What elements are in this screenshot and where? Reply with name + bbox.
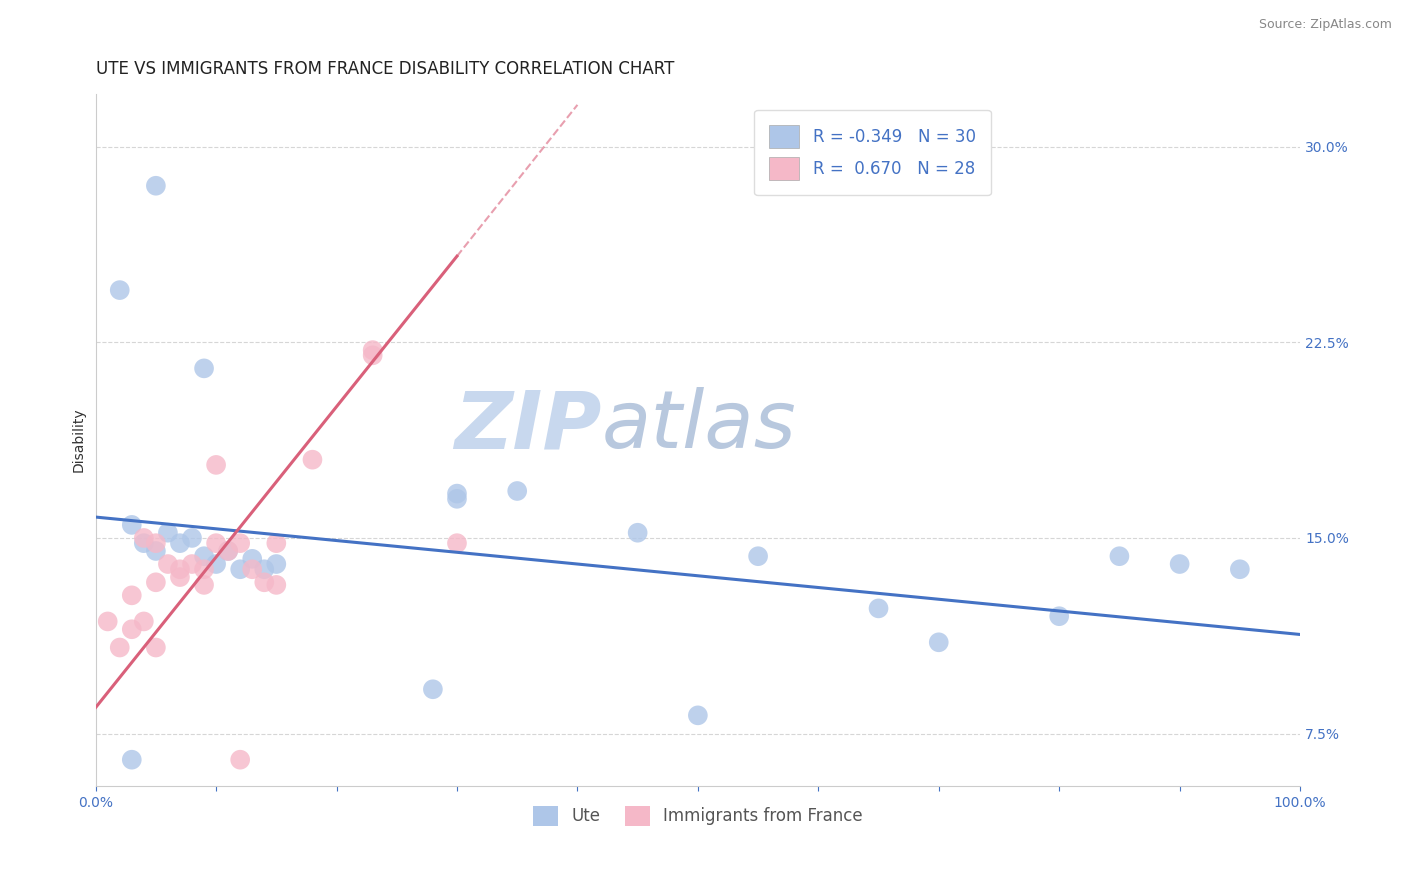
- Point: [193, 562, 215, 576]
- Point: [1168, 557, 1191, 571]
- Point: [240, 551, 263, 566]
- Point: [108, 640, 131, 655]
- Y-axis label: Disability: Disability: [72, 408, 86, 473]
- Point: [627, 525, 650, 540]
- Text: UTE VS IMMIGRANTS FROM FRANCE DISABILITY CORRELATION CHART: UTE VS IMMIGRANTS FROM FRANCE DISABILITY…: [96, 60, 673, 78]
- Point: [446, 536, 468, 550]
- Point: [266, 578, 288, 592]
- Point: [121, 588, 143, 602]
- Point: [1108, 549, 1130, 564]
- Point: [266, 536, 288, 550]
- Legend: Ute, Immigrants from France: Ute, Immigrants from France: [526, 799, 870, 833]
- Point: [361, 343, 384, 357]
- Point: [205, 536, 228, 550]
- Point: [446, 491, 468, 506]
- Point: [1229, 562, 1251, 576]
- Point: [229, 536, 252, 550]
- Point: [132, 531, 155, 545]
- Point: [145, 536, 167, 550]
- Point: [253, 575, 276, 590]
- Point: [301, 452, 323, 467]
- Point: [229, 753, 252, 767]
- Point: [145, 640, 167, 655]
- Point: [361, 348, 384, 362]
- Point: [145, 178, 167, 193]
- Point: [145, 544, 167, 558]
- Text: atlas: atlas: [602, 387, 796, 466]
- Point: [747, 549, 769, 564]
- Point: [868, 601, 890, 615]
- Text: Source: ZipAtlas.com: Source: ZipAtlas.com: [1258, 18, 1392, 31]
- Point: [1047, 609, 1070, 624]
- Point: [156, 525, 179, 540]
- Point: [506, 483, 529, 498]
- Point: [121, 753, 143, 767]
- Point: [132, 536, 155, 550]
- Point: [181, 557, 204, 571]
- Point: [121, 622, 143, 636]
- Point: [205, 557, 228, 571]
- Point: [253, 562, 276, 576]
- Point: [217, 544, 239, 558]
- Point: [108, 283, 131, 297]
- Point: [193, 549, 215, 564]
- Point: [205, 458, 228, 472]
- Point: [169, 536, 191, 550]
- Point: [181, 531, 204, 545]
- Point: [97, 615, 120, 629]
- Point: [446, 486, 468, 500]
- Point: [193, 578, 215, 592]
- Text: ZIP: ZIP: [454, 387, 602, 466]
- Point: [132, 615, 155, 629]
- Point: [266, 557, 288, 571]
- Point: [217, 544, 239, 558]
- Point: [686, 708, 709, 723]
- Point: [240, 562, 263, 576]
- Point: [928, 635, 950, 649]
- Point: [229, 562, 252, 576]
- Point: [145, 575, 167, 590]
- Point: [169, 562, 191, 576]
- Point: [121, 517, 143, 532]
- Point: [422, 682, 444, 697]
- Point: [156, 557, 179, 571]
- Point: [193, 361, 215, 376]
- Point: [169, 570, 191, 584]
